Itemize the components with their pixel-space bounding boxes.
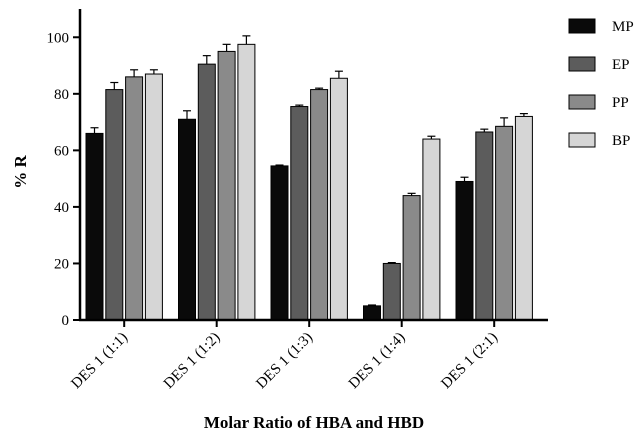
- bar-mp-4: [363, 305, 381, 321]
- x-tick-label-2: DES 1 (1:2): [161, 330, 224, 393]
- legend-swatch-ep: [568, 56, 596, 72]
- bar-ep-5: [475, 131, 494, 321]
- legend-label-ep: EP: [612, 57, 630, 73]
- x-axis-title: Molar Ratio of HBA and HBD: [204, 413, 424, 432]
- bar-ep-2: [197, 63, 216, 321]
- x-tick-label-1: DES 1 (1:1): [68, 330, 131, 393]
- legend-label-mp: MP: [612, 19, 634, 35]
- bar-mp-3: [270, 165, 289, 321]
- legend-label-pp: PP: [612, 95, 629, 111]
- y-tick-label-20: 20: [54, 256, 69, 272]
- y-tick-label-0: 0: [62, 313, 70, 329]
- legend-swatch-bp: [568, 132, 596, 148]
- bar-pp-4: [402, 195, 421, 321]
- y-axis-title: % R: [11, 155, 30, 189]
- y-tick-label-80: 80: [54, 87, 69, 103]
- y-tick-label-100: 100: [47, 30, 70, 46]
- bar-ep-3: [290, 106, 309, 321]
- bar-mp-2: [178, 118, 196, 321]
- bar-bp-4: [422, 138, 441, 321]
- bar-bp-2: [237, 43, 256, 321]
- bar-pp-5: [495, 125, 514, 321]
- bar-ep-4: [382, 262, 401, 321]
- bar-pp-2: [217, 50, 236, 321]
- bar-mp-5: [455, 180, 474, 321]
- legend-swatch-pp: [568, 94, 596, 110]
- x-tick-label-3: DES 1 (1:3): [253, 330, 316, 393]
- bar-bp-3: [329, 77, 348, 321]
- bar-bp-5: [514, 115, 533, 321]
- legend: MP EP PP BP: [568, 18, 634, 149]
- x-tick-label-5: DES 1 (2:1): [438, 330, 501, 393]
- bar-mp-1: [85, 132, 104, 321]
- y-tick-label-40: 40: [54, 200, 69, 216]
- bar-bp-1: [144, 73, 163, 321]
- legend-label-bp: BP: [612, 133, 630, 149]
- x-tick-label-4: DES 1 (1:4): [346, 330, 409, 393]
- legend-swatch-mp: [568, 18, 596, 34]
- y-tick-label-60: 60: [54, 143, 69, 159]
- bars-layer: [85, 35, 533, 321]
- bar-pp-3: [310, 89, 329, 321]
- bar-pp-1: [125, 76, 144, 321]
- bar-ep-1: [105, 89, 124, 321]
